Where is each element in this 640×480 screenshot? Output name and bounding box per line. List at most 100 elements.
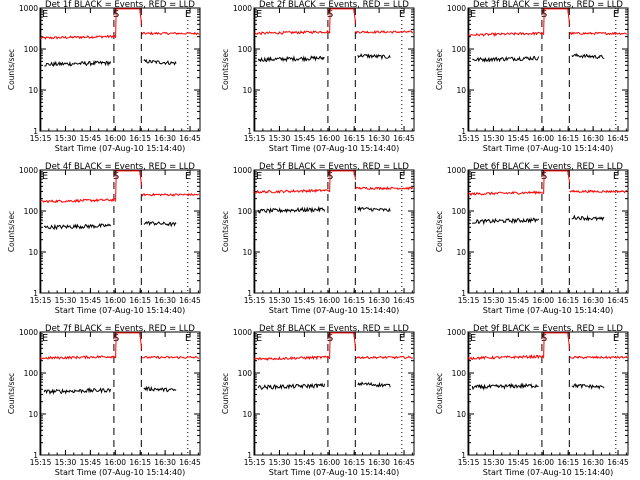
x-tick-label: 15:30	[55, 458, 77, 467]
marker-label: E	[613, 9, 619, 20]
x-tick-label: 15:15	[458, 458, 480, 467]
lld-series-after	[355, 30, 414, 35]
y-axis-label: Counts/sec	[221, 211, 230, 252]
x-tick-label: 16:30	[582, 458, 604, 467]
events-series-before	[471, 217, 540, 226]
y-axis-label: Counts/sec	[435, 211, 444, 252]
x-tick-label: 16:00	[318, 458, 340, 467]
panel-title: Det 4f BLACK = Events, RED = LLD	[45, 162, 195, 172]
y-tick-label: 1	[461, 289, 466, 298]
marker-label: E	[42, 171, 48, 182]
x-tick-label: 16:30	[368, 296, 390, 305]
x-tick-label: 16:00	[318, 134, 340, 143]
x-tick-label: 16:45	[393, 296, 415, 305]
x-axis-label: Start Time (07-Aug-10 15:14:40)	[55, 144, 186, 153]
x-tick-label: 15:15	[244, 296, 266, 305]
marker-label: E	[256, 333, 262, 344]
lld-series-before	[254, 355, 330, 361]
y-tick-label: 1	[33, 451, 38, 460]
x-tick-label: 15:30	[483, 134, 505, 143]
marker-label: E	[399, 9, 405, 20]
lld-series-before	[40, 34, 116, 40]
x-tick-label: 16:30	[582, 296, 604, 305]
x-tick-label: 16:45	[393, 458, 415, 467]
events-series-after	[571, 52, 605, 60]
x-tick-label: 16:15	[129, 296, 151, 305]
x-tick-label: 16:15	[129, 458, 151, 467]
lld-series-before	[254, 188, 330, 194]
lld-series-gap	[543, 8, 571, 36]
lld-series-after	[569, 189, 628, 194]
x-tick-label: 16:00	[104, 296, 126, 305]
x-tick-label: 16:15	[129, 134, 151, 143]
events-series-after	[571, 214, 605, 222]
lld-series-after	[141, 355, 200, 360]
marker-label: E	[613, 171, 619, 182]
lld-series-gap	[543, 170, 571, 195]
y-tick-label: 100	[24, 45, 39, 54]
x-axis-label: Start Time (07-Aug-10 15:14:40)	[483, 468, 614, 477]
marker-label: E	[470, 9, 476, 20]
x-tick-label: 15:30	[269, 296, 291, 305]
y-tick-label: 100	[238, 207, 253, 216]
lld-series-before	[40, 354, 116, 360]
x-tick-label: 15:45	[80, 134, 102, 143]
lld-series-after	[141, 31, 200, 36]
panel-title: Det 8f BLACK = Events, RED = LLD	[259, 324, 409, 334]
plot-frame	[467, 7, 629, 132]
x-tick-label: 15:45	[294, 458, 316, 467]
x-tick-label: 16:45	[179, 134, 201, 143]
lld-series-gap	[543, 332, 571, 359]
x-tick-label: 16:15	[343, 296, 365, 305]
x-tick-label: 16:15	[557, 134, 579, 143]
lld-series-before	[468, 190, 544, 197]
y-tick-label: 10	[456, 248, 466, 257]
y-tick-label: 1	[33, 289, 38, 298]
x-tick-label: 16:15	[557, 296, 579, 305]
events-series-after	[357, 52, 391, 61]
detector-panel-9: Det 9f BLACK = Events, RED = LLD 1 10 100 10…	[435, 324, 629, 477]
y-tick-label: 1000	[447, 4, 466, 13]
x-tick-label: 16:30	[368, 134, 390, 143]
y-tick-label: 1	[247, 451, 252, 460]
y-axis-label: Counts/sec	[7, 373, 16, 414]
x-tick-label: 16:45	[607, 458, 629, 467]
x-tick-label: 15:45	[508, 296, 530, 305]
lld-series-gap	[329, 170, 357, 193]
y-tick-label: 1000	[19, 166, 38, 175]
y-tick-label: 1000	[447, 328, 466, 337]
marker-label: E	[399, 333, 405, 344]
y-tick-label: 1000	[447, 166, 466, 175]
y-tick-label: 100	[452, 207, 467, 216]
y-tick-label: 10	[456, 410, 466, 419]
plot-frame	[39, 331, 201, 456]
x-tick-label: 15:15	[244, 134, 266, 143]
x-tick-label: 16:45	[179, 458, 201, 467]
x-tick-label: 15:45	[508, 134, 530, 143]
y-axis-label: Counts/sec	[435, 373, 444, 414]
x-tick-label: 15:15	[30, 134, 52, 143]
lld-series-before	[468, 31, 544, 38]
x-tick-label: 15:15	[244, 458, 266, 467]
events-series-before	[43, 223, 112, 231]
x-tick-label: 16:45	[607, 296, 629, 305]
x-tick-label: 16:30	[582, 134, 604, 143]
panel-title: Det 1f BLACK = Events, RED = LLD	[45, 0, 195, 10]
detector-panel-5: Det 5f BLACK = Events, RED = LLD 1 10 100 10…	[221, 162, 415, 315]
events-series-after	[357, 206, 391, 213]
plot-frame	[253, 331, 415, 456]
detector-panel-1: Det 1f BLACK = Events, RED = LLD 1 10 100 10…	[7, 0, 201, 153]
x-tick-label: 15:15	[458, 134, 480, 143]
y-tick-label: 1000	[19, 4, 38, 13]
events-series-after	[143, 385, 177, 393]
y-tick-label: 1	[247, 127, 252, 136]
events-series-before	[471, 382, 539, 391]
detector-panel-7: Det 7f BLACK = Events, RED = LLD 1 10 100 10…	[7, 324, 201, 477]
x-tick-label: 15:45	[294, 296, 316, 305]
y-tick-label: 1000	[233, 166, 252, 175]
y-tick-label: 100	[452, 369, 467, 378]
detector-panel-4: Det 4f BLACK = Events, RED = LLD 1 10 100 10…	[7, 162, 201, 315]
marker-label: E	[613, 333, 619, 344]
marker-label: E	[399, 171, 405, 182]
